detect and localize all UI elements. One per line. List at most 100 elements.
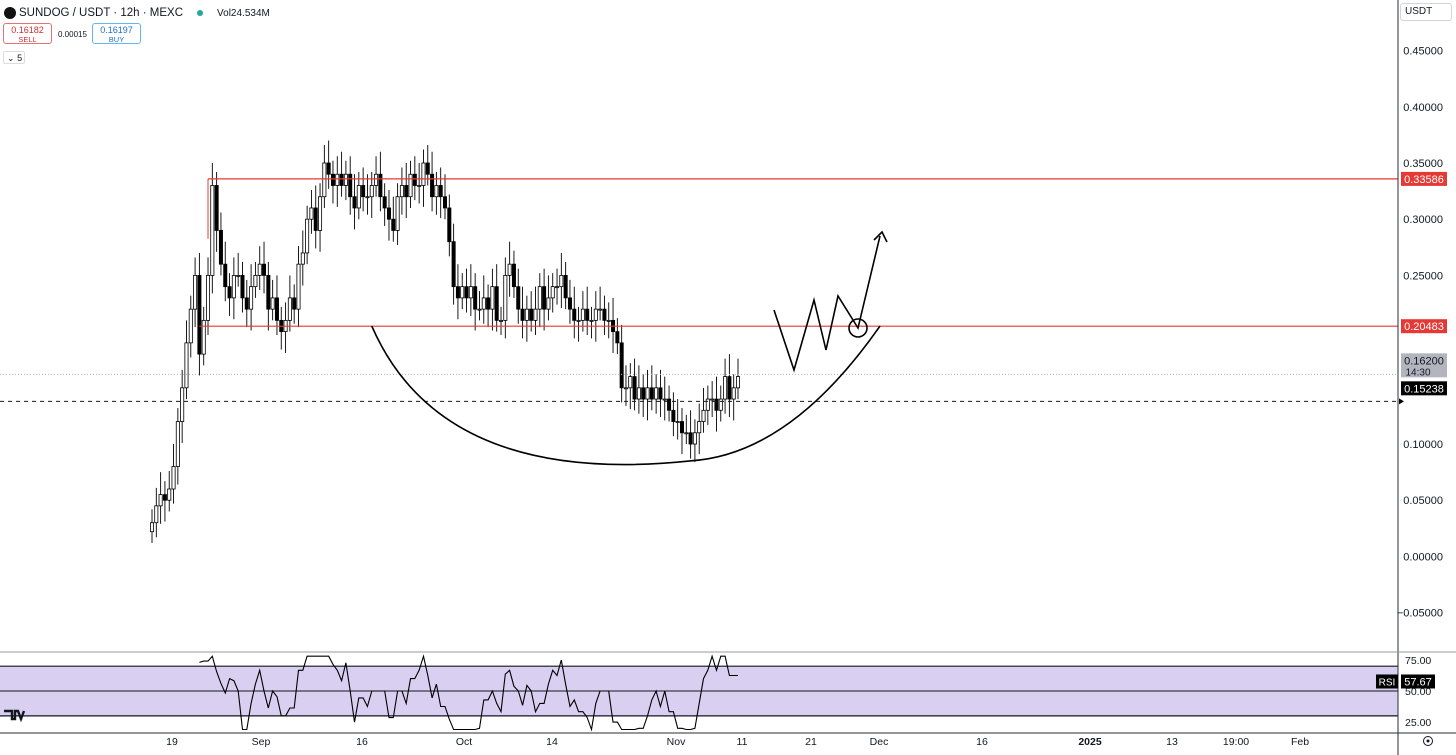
candle-body[interactable] xyxy=(184,342,189,389)
candle-body[interactable] xyxy=(576,319,581,322)
candle-body[interactable] xyxy=(318,196,323,231)
candle-body[interactable] xyxy=(511,263,516,288)
candle-body[interactable] xyxy=(688,432,693,445)
candle-body[interactable] xyxy=(417,185,422,187)
candle-body[interactable] xyxy=(434,185,439,198)
candle-body[interactable] xyxy=(507,263,512,276)
candle-body[interactable] xyxy=(460,286,465,299)
candle-body[interactable] xyxy=(300,252,305,265)
candle-body[interactable] xyxy=(369,185,374,198)
rsi-pane[interactable] xyxy=(0,654,1398,732)
sell-button[interactable]: 0.16182 SELL xyxy=(3,23,52,44)
candle-body[interactable] xyxy=(520,308,525,321)
candle-body[interactable] xyxy=(705,398,710,411)
symbol-title[interactable]: SUNDOG / USDT · 12h · MEXC xyxy=(19,7,184,19)
candle-body[interactable] xyxy=(322,162,327,198)
candle-body[interactable] xyxy=(550,286,555,299)
candle-body[interactable] xyxy=(180,387,185,422)
candle-body[interactable] xyxy=(593,308,598,321)
candle-body[interactable] xyxy=(580,308,585,321)
candle-body[interactable] xyxy=(249,286,254,310)
candle-body[interactable] xyxy=(675,421,680,423)
candle-body[interactable] xyxy=(292,297,297,310)
candle-body[interactable] xyxy=(636,387,641,400)
candle-body[interactable] xyxy=(365,196,370,199)
candle-body[interactable] xyxy=(231,275,236,299)
candle-body[interactable] xyxy=(455,286,460,299)
candle-body[interactable] xyxy=(412,173,417,186)
candle-body[interactable] xyxy=(262,263,267,276)
candle-body[interactable] xyxy=(464,286,469,299)
candle-body[interactable] xyxy=(671,409,676,422)
candle-body[interactable] xyxy=(645,387,650,400)
candle-body[interactable] xyxy=(563,275,568,299)
candle-body[interactable] xyxy=(210,185,215,276)
candle-body[interactable] xyxy=(718,398,723,411)
candle-body[interactable] xyxy=(546,297,551,310)
candle-body[interactable] xyxy=(585,308,590,321)
candle-body[interactable] xyxy=(632,376,637,400)
candle-body[interactable] xyxy=(352,196,357,209)
candle-body[interactable] xyxy=(555,286,560,289)
candle-body[interactable] xyxy=(533,308,538,321)
candle-body[interactable] xyxy=(149,522,154,533)
candle-body[interactable] xyxy=(240,275,245,299)
candle-body[interactable] xyxy=(339,173,344,186)
candle-body[interactable] xyxy=(223,263,228,288)
candle-body[interactable] xyxy=(227,286,232,299)
candle-body[interactable] xyxy=(305,218,310,254)
candle-body[interactable] xyxy=(167,488,172,501)
candle-body[interactable] xyxy=(473,286,478,310)
settings-gear-icon[interactable] xyxy=(1423,736,1433,746)
candle-body[interactable] xyxy=(615,331,620,344)
candle-body[interactable] xyxy=(408,173,413,198)
candle-body[interactable] xyxy=(679,421,684,434)
candle-body[interactable] xyxy=(537,286,542,310)
candle-body[interactable] xyxy=(451,241,456,288)
candle-body[interactable] xyxy=(201,319,206,355)
candle-body[interactable] xyxy=(296,263,301,310)
candle-body[interactable] xyxy=(684,432,689,435)
buy-button[interactable]: 0.16197 BUY xyxy=(92,23,141,44)
candle-body[interactable] xyxy=(731,387,736,400)
candle-body[interactable] xyxy=(425,162,430,175)
candle-body[interactable] xyxy=(343,173,348,186)
candle-body[interactable] xyxy=(649,387,654,400)
candle-body[interactable] xyxy=(602,308,607,321)
candle-body[interactable] xyxy=(313,207,318,231)
candle-body[interactable] xyxy=(447,207,452,243)
zigzag-drawing[interactable] xyxy=(773,235,881,373)
candle-body[interactable] xyxy=(723,376,728,400)
candle-body[interactable] xyxy=(468,286,473,299)
candle-body[interactable] xyxy=(697,421,702,434)
candle-body[interactable] xyxy=(619,342,624,389)
rsi-line[interactable] xyxy=(199,654,738,732)
candle-body[interactable] xyxy=(516,286,521,310)
candle-body[interactable] xyxy=(572,308,577,321)
candle-body[interactable] xyxy=(270,297,275,310)
candle-body[interactable] xyxy=(503,275,508,321)
candle-body[interactable] xyxy=(218,230,223,265)
candle-body[interactable] xyxy=(257,263,262,276)
candle-body[interactable] xyxy=(287,297,292,321)
candle-body[interactable] xyxy=(158,494,163,507)
candle-body[interactable] xyxy=(335,173,340,186)
candle-body[interactable] xyxy=(193,275,198,310)
candle-body[interactable] xyxy=(214,185,219,231)
candle-body[interactable] xyxy=(356,185,361,209)
candle-body[interactable] xyxy=(404,185,409,198)
candle-body[interactable] xyxy=(399,185,404,198)
candle-body[interactable] xyxy=(442,196,447,209)
candle-body[interactable] xyxy=(542,286,547,310)
candle-body[interactable] xyxy=(175,421,180,467)
candle-body[interactable] xyxy=(348,173,353,198)
candle-body[interactable] xyxy=(654,387,659,400)
candle-body[interactable] xyxy=(490,286,495,310)
candle-body[interactable] xyxy=(244,297,249,310)
candle-body[interactable] xyxy=(421,162,426,186)
candle-body[interactable] xyxy=(598,308,603,311)
candle-body[interactable] xyxy=(361,185,366,198)
candle-body[interactable] xyxy=(701,409,706,422)
candle-body[interactable] xyxy=(266,275,271,310)
